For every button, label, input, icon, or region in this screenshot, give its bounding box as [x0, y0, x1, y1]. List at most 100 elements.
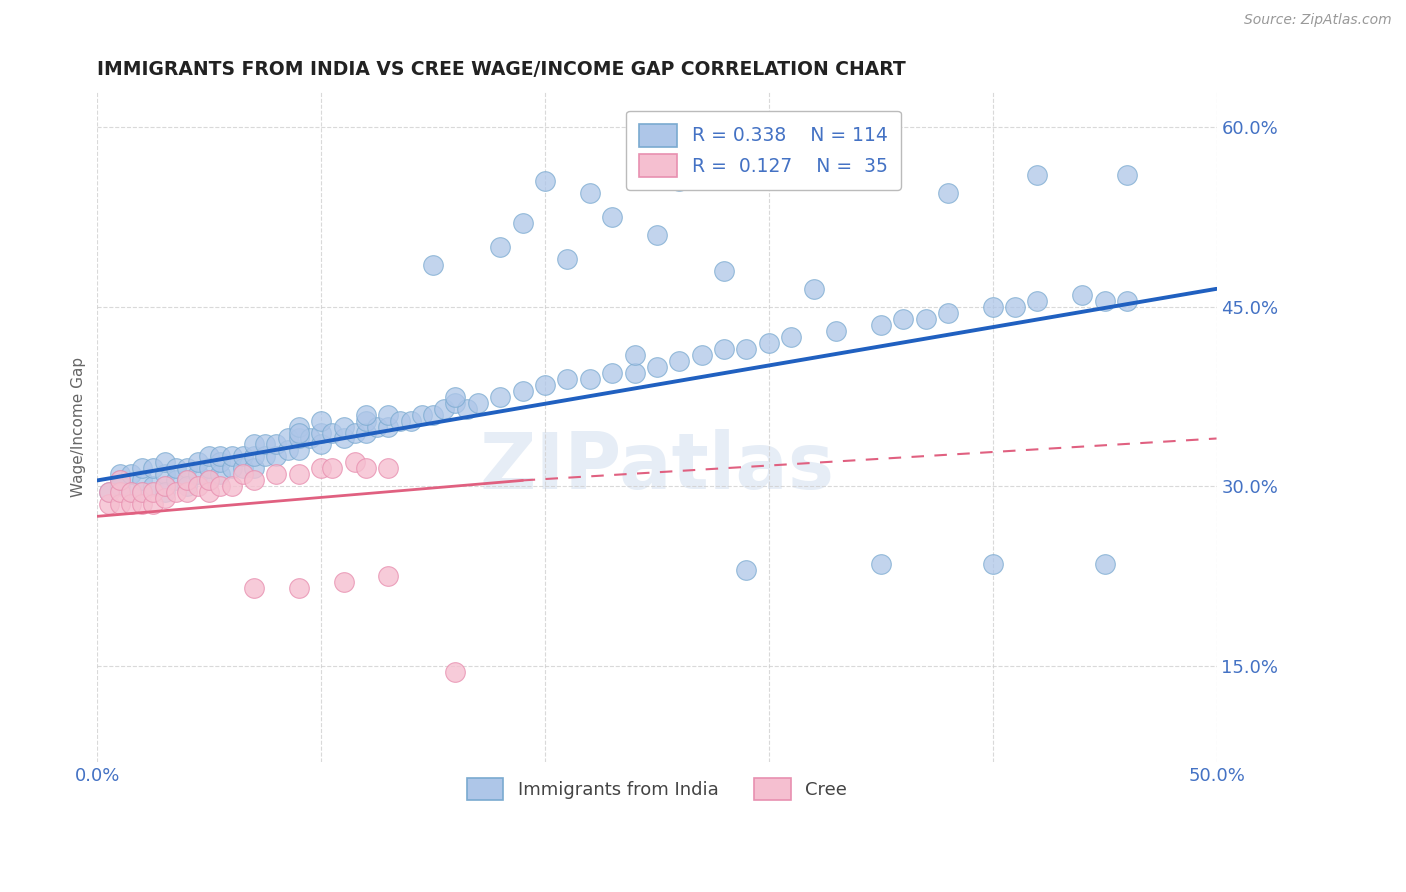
- Point: [108, 485, 131, 500]
- Point: [713, 342, 735, 356]
- Point: [1116, 293, 1139, 308]
- Text: ZIPatlas: ZIPatlas: [479, 429, 834, 505]
- Point: [288, 581, 311, 595]
- Point: [366, 419, 388, 434]
- Point: [735, 342, 758, 356]
- Point: [165, 474, 187, 488]
- Point: [848, 162, 870, 177]
- Point: [534, 377, 557, 392]
- Point: [266, 450, 288, 464]
- Point: [232, 450, 254, 464]
- Point: [243, 450, 266, 464]
- Point: [456, 401, 478, 416]
- Point: [377, 419, 399, 434]
- Point: [645, 359, 668, 374]
- Point: [377, 461, 399, 475]
- Point: [600, 210, 623, 224]
- Point: [557, 252, 579, 266]
- Point: [411, 408, 433, 422]
- Point: [623, 366, 645, 380]
- Point: [690, 348, 713, 362]
- Point: [131, 461, 153, 475]
- Point: [309, 437, 332, 451]
- Point: [645, 227, 668, 242]
- Point: [298, 432, 321, 446]
- Point: [142, 461, 165, 475]
- Point: [981, 558, 1004, 572]
- Point: [176, 485, 198, 500]
- Point: [221, 461, 243, 475]
- Point: [321, 425, 343, 440]
- Point: [187, 455, 209, 469]
- Point: [243, 581, 266, 595]
- Point: [354, 408, 377, 422]
- Point: [108, 497, 131, 511]
- Point: [232, 467, 254, 482]
- Point: [266, 467, 288, 482]
- Point: [377, 408, 399, 422]
- Point: [198, 485, 221, 500]
- Point: [232, 461, 254, 475]
- Point: [803, 282, 825, 296]
- Point: [713, 264, 735, 278]
- Point: [142, 479, 165, 493]
- Point: [288, 419, 311, 434]
- Point: [1026, 168, 1049, 182]
- Point: [1094, 558, 1116, 572]
- Point: [153, 467, 176, 482]
- Text: IMMIGRANTS FROM INDIA VS CREE WAGE/INCOME GAP CORRELATION CHART: IMMIGRANTS FROM INDIA VS CREE WAGE/INCOM…: [97, 60, 905, 78]
- Point: [309, 413, 332, 427]
- Point: [187, 467, 209, 482]
- Point: [176, 474, 198, 488]
- Point: [343, 425, 366, 440]
- Point: [354, 413, 377, 427]
- Point: [444, 665, 467, 679]
- Point: [936, 186, 959, 200]
- Point: [97, 485, 120, 500]
- Point: [578, 186, 600, 200]
- Point: [869, 558, 891, 572]
- Point: [444, 395, 467, 409]
- Point: [354, 461, 377, 475]
- Point: [512, 384, 534, 398]
- Point: [153, 479, 176, 493]
- Point: [758, 335, 780, 350]
- Point: [254, 437, 277, 451]
- Point: [825, 324, 848, 338]
- Point: [668, 353, 690, 368]
- Point: [309, 425, 332, 440]
- Point: [209, 467, 232, 482]
- Point: [187, 479, 209, 493]
- Point: [165, 485, 187, 500]
- Point: [153, 455, 176, 469]
- Point: [277, 443, 299, 458]
- Point: [1004, 300, 1026, 314]
- Point: [120, 485, 142, 500]
- Point: [254, 450, 277, 464]
- Point: [332, 419, 354, 434]
- Point: [489, 240, 512, 254]
- Point: [981, 300, 1004, 314]
- Point: [433, 401, 456, 416]
- Point: [97, 485, 120, 500]
- Point: [1071, 288, 1094, 302]
- Point: [131, 485, 153, 500]
- Point: [343, 455, 366, 469]
- Point: [914, 311, 936, 326]
- Point: [209, 450, 232, 464]
- Point: [489, 390, 512, 404]
- Point: [354, 425, 377, 440]
- Point: [288, 425, 311, 440]
- Point: [131, 485, 153, 500]
- Point: [131, 497, 153, 511]
- Point: [97, 497, 120, 511]
- Point: [277, 432, 299, 446]
- Point: [142, 497, 165, 511]
- Point: [758, 168, 780, 182]
- Point: [332, 575, 354, 590]
- Point: [936, 306, 959, 320]
- Point: [467, 395, 489, 409]
- Point: [243, 474, 266, 488]
- Point: [176, 461, 198, 475]
- Point: [108, 467, 131, 482]
